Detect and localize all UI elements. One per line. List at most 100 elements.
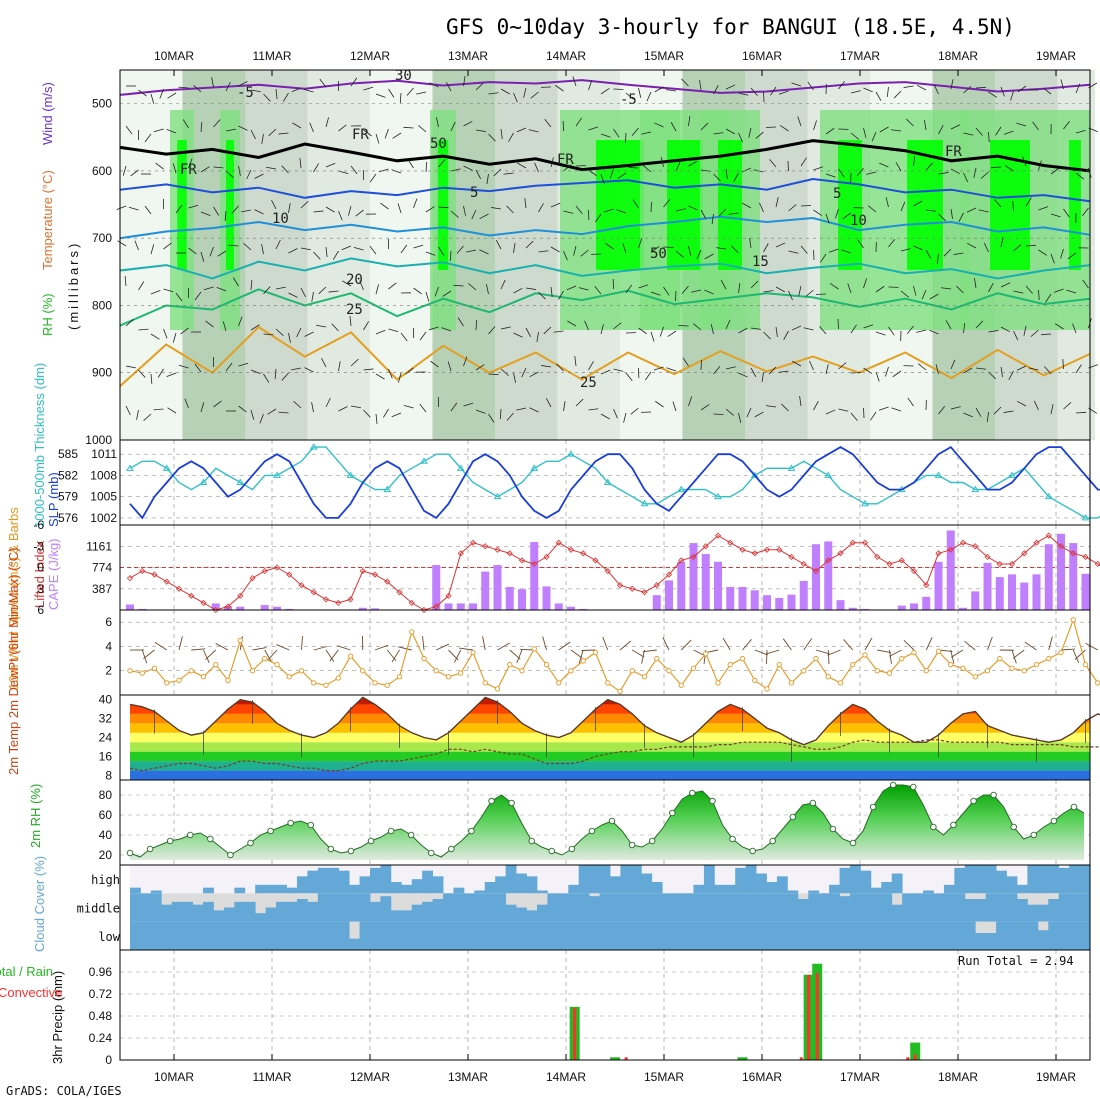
wind-barb — [338, 361, 341, 372]
wind-barb — [463, 402, 474, 407]
wind-barb — [738, 412, 742, 423]
cape-bar — [493, 565, 502, 610]
wind-barb — [950, 208, 953, 219]
wind-barb — [867, 205, 877, 213]
wind-speed-point — [997, 655, 1003, 662]
cloud-cover-bar — [703, 865, 715, 894]
wind-barb — [856, 167, 864, 177]
cloud-cover-bar — [328, 867, 340, 894]
rh-point — [689, 789, 696, 797]
wind-barb — [763, 243, 769, 253]
cloud-cover-bar — [630, 865, 642, 894]
cloud-cover-bar — [860, 921, 872, 950]
wind-barb — [750, 327, 761, 330]
surface-wind-barb — [313, 645, 328, 651]
cape-bar — [236, 606, 245, 610]
cloud-cover-bar — [870, 921, 882, 950]
cloud-cover-bar — [495, 893, 507, 922]
lifted-index-point — [616, 582, 624, 589]
wind-barb — [936, 253, 939, 264]
wind-barb — [159, 88, 164, 99]
cape-bar — [371, 608, 379, 610]
wind-barb — [130, 169, 139, 177]
wind-barb — [1008, 370, 1014, 381]
surface-wind-barb — [252, 647, 267, 651]
cape-bar — [934, 561, 943, 610]
cloud-cover-bar — [797, 921, 809, 950]
wind-barb — [921, 289, 927, 300]
rh-point — [849, 839, 857, 847]
rh-shade-column — [407, 70, 421, 440]
lifted-index-point — [408, 599, 415, 606]
wind-barb — [563, 250, 568, 261]
cloud-cover-bar — [589, 896, 600, 922]
wind-barb — [938, 213, 946, 222]
cloud-cover-bar — [328, 893, 340, 922]
wind-barb — [456, 245, 464, 254]
wind-barb — [617, 172, 627, 179]
wind-barb — [800, 205, 812, 207]
surface-wind-barb — [1024, 641, 1037, 651]
wind-barb — [646, 91, 652, 102]
slp-tick-label: 1008 — [90, 468, 117, 482]
rh-point — [528, 837, 535, 845]
wind-barb — [144, 133, 152, 143]
temp-band — [130, 713, 1090, 724]
wind-barb — [563, 210, 574, 214]
cloud-cover-bar — [536, 921, 548, 950]
wind-barb — [375, 133, 380, 144]
wind-barb — [809, 360, 814, 371]
wind-barb — [538, 203, 544, 213]
cloud-cover-bar — [359, 893, 371, 922]
wind-barb — [313, 163, 319, 173]
cape-bar — [677, 561, 686, 610]
wind-speed-point — [494, 686, 501, 692]
wind-speed-point — [188, 668, 194, 674]
wind-barb — [224, 210, 227, 221]
cloud-cover-bar — [620, 921, 632, 950]
cloud-cover-bar — [526, 876, 538, 894]
wind-barb — [425, 251, 436, 256]
rh-point — [126, 849, 134, 857]
cape-bar — [665, 580, 673, 610]
rh-point — [709, 797, 716, 805]
wind-barb — [775, 242, 786, 248]
wind-barb — [963, 412, 973, 418]
wind-barb — [534, 162, 539, 173]
wind-barb — [713, 132, 724, 135]
wind-barb — [1016, 400, 1027, 407]
wind-barb — [150, 290, 161, 295]
lifted-index-tick-label: -3 — [33, 539, 44, 553]
cape-bar — [750, 590, 759, 610]
cloud-level-label: low — [98, 930, 120, 944]
wind-barb — [838, 408, 849, 412]
wind-barb — [355, 209, 364, 217]
wind-barb — [1016, 365, 1027, 371]
wind-speed-point — [372, 680, 378, 686]
cloud-cover-bar — [766, 893, 778, 922]
wind-barb — [475, 319, 478, 331]
lifted-index-point — [665, 571, 673, 578]
wind-barb — [436, 117, 439, 128]
contour-label: 10 — [850, 213, 867, 229]
wind-barb — [1013, 244, 1022, 252]
cloud-cover-bar — [484, 882, 496, 894]
rh-tick-label: 40 — [99, 828, 113, 842]
cloud-cover-bar — [954, 867, 966, 894]
wind-speed-point — [654, 655, 660, 662]
lifted-index-tick-label: 3 — [37, 582, 44, 596]
wind-barb — [815, 293, 827, 295]
wind-barb — [742, 202, 752, 209]
cloud-cover-bar — [443, 893, 454, 922]
wind-barb — [988, 330, 999, 333]
wind-barb — [613, 322, 622, 330]
wind-barb — [775, 286, 785, 293]
rh-point — [488, 797, 495, 805]
wind-barb — [787, 160, 789, 172]
wind-barb — [925, 162, 934, 171]
thickness-point — [199, 478, 208, 485]
rh-point — [508, 799, 515, 807]
wind-barb — [441, 327, 452, 332]
wind-barb — [631, 127, 639, 136]
wind-tick-label: 6 — [105, 615, 112, 629]
